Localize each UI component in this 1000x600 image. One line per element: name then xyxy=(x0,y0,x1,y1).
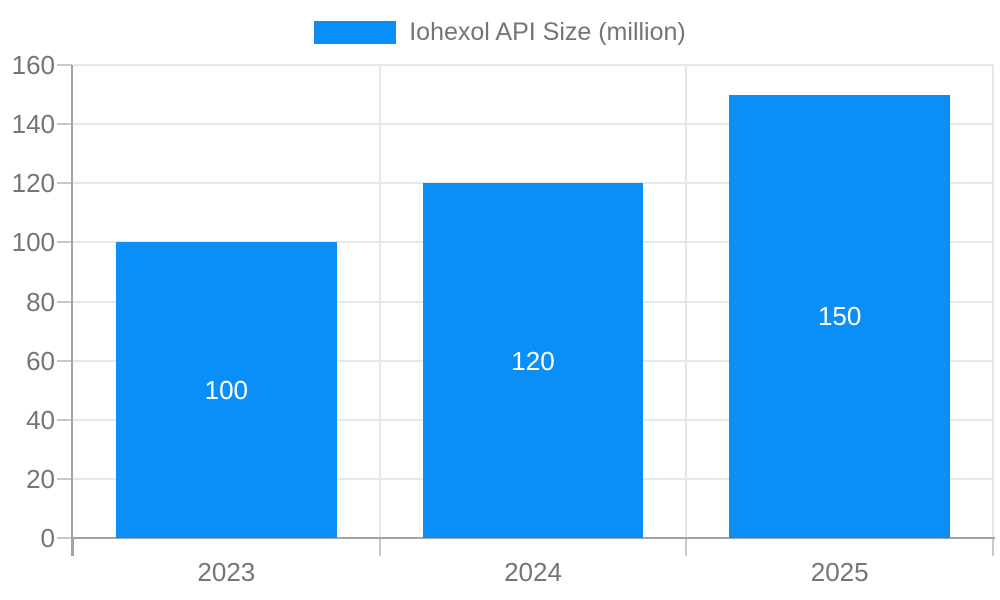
x-axis-label: 2023 xyxy=(197,557,256,587)
x-axis-tick xyxy=(378,538,381,556)
y-axis-label: 60 xyxy=(26,345,55,376)
y-axis-label: 40 xyxy=(26,404,55,435)
y-axis-tick xyxy=(57,300,72,303)
bar-2025[interactable] xyxy=(729,94,951,538)
y-axis-label: 0 xyxy=(40,523,55,553)
y-axis-label: 140 xyxy=(11,109,55,140)
legend-swatch xyxy=(314,21,397,44)
y-axis-line xyxy=(71,65,73,556)
y-axis-tick xyxy=(57,123,72,126)
legend[interactable]: Iohexol API Size (million) xyxy=(0,18,1000,47)
y-axis-label: 160 xyxy=(11,50,55,80)
x-axis-line xyxy=(71,537,995,539)
y-axis-tick xyxy=(57,182,72,185)
y-axis-tick xyxy=(57,241,72,244)
y-axis-tick xyxy=(57,477,72,480)
bar-2023[interactable] xyxy=(115,242,337,538)
bar-2024[interactable] xyxy=(422,183,644,538)
x-gridline xyxy=(992,65,994,538)
x-gridline xyxy=(685,65,688,538)
y-axis-label: 20 xyxy=(26,463,55,494)
y-axis-label: 100 xyxy=(11,227,55,258)
x-axis-tick xyxy=(72,538,74,556)
y-axis-tick xyxy=(57,64,72,66)
x-axis-tick xyxy=(685,538,688,556)
x-axis-label: 2024 xyxy=(504,557,562,587)
y-axis-tick xyxy=(57,359,72,362)
y-axis-label: 80 xyxy=(26,286,55,317)
x-axis-tick xyxy=(992,538,994,556)
x-gridline xyxy=(378,65,381,538)
x-axis-label: 2025 xyxy=(810,557,869,587)
legend-label: Iohexol API Size (million) xyxy=(409,18,686,46)
y-gridline xyxy=(73,123,993,126)
y-gridline xyxy=(73,64,993,66)
y-axis-tick xyxy=(57,418,72,421)
y-axis-tick xyxy=(57,537,72,539)
y-axis-label: 120 xyxy=(11,168,55,199)
